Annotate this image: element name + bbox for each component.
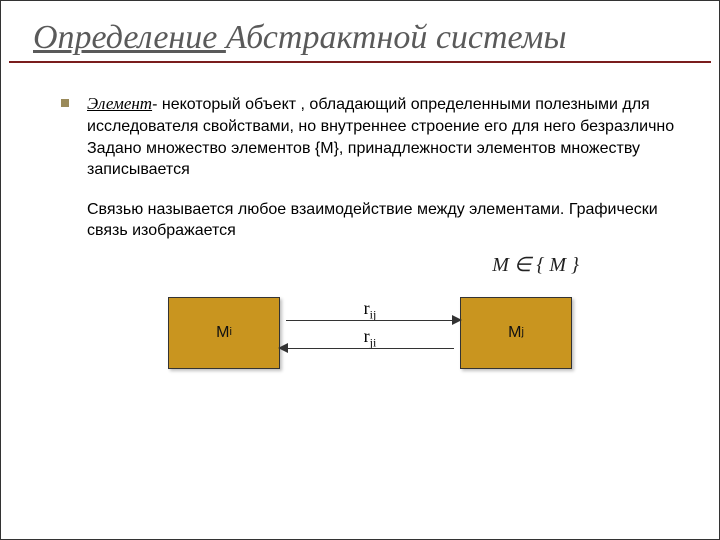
bullet-icon xyxy=(61,99,69,107)
box-right: Mj xyxy=(460,297,572,369)
term-dash: - xyxy=(152,96,162,113)
definition-text-2: Задано множество элементов {М}, принадле… xyxy=(87,140,640,179)
set-membership-formula: M ∈ { M } xyxy=(61,252,679,279)
slide-body: Элемент- некоторый объект , обладающий о… xyxy=(1,63,719,369)
bullet-item: Элемент- некоторый объект , обладающий о… xyxy=(61,93,679,181)
paragraph-connection: Связью называется любое взаимодействие м… xyxy=(87,199,679,242)
title-underlined: Определение xyxy=(33,19,226,56)
box-left-label: M xyxy=(216,322,229,344)
arrow-top-line xyxy=(286,320,454,322)
slide-title: Определение Абстрактной системы xyxy=(9,1,711,63)
arrow-bot-line xyxy=(286,348,454,350)
title-rest: Абстрактной системы xyxy=(226,19,567,56)
box-right-label: M xyxy=(508,322,521,344)
relation-diagram: Mi rij rji Mj xyxy=(61,297,679,369)
bullet-text: Элемент- некоторый объект , обладающий о… xyxy=(87,93,679,181)
label-rji: rji xyxy=(280,324,460,351)
definition-text-1: некоторый объект , обладающий определенн… xyxy=(87,96,674,135)
box-left: Mi xyxy=(168,297,280,369)
box-left-sub: i xyxy=(229,325,231,340)
arrows: rij rji xyxy=(280,298,460,368)
arrow-bot-head-left xyxy=(278,343,288,353)
box-right-sub: j xyxy=(521,325,523,340)
label-rij: rij xyxy=(280,296,460,323)
term-element: Элемент xyxy=(87,94,152,113)
